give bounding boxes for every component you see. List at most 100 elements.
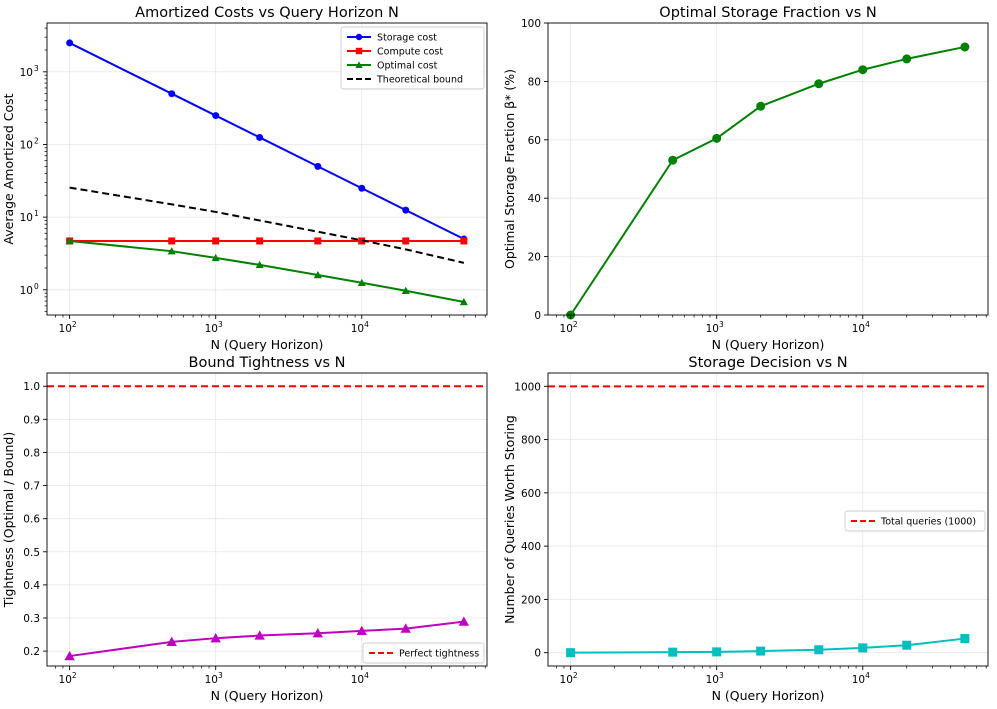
y-tick-exponent: 1 [34,209,39,218]
x-axis-label: N (Query Horizon) [211,688,324,703]
data-point [756,101,766,111]
y-tick-label: 0.6 [23,514,40,526]
series-2 [65,236,468,306]
x-tick-base: 10 [59,323,72,335]
y-tick-label: 40 [528,193,541,205]
x-tick-label: 102 [59,320,77,335]
data-point [256,237,264,245]
x-tick-base: 10 [59,674,72,686]
y-tick-label: 400 [521,541,541,553]
series-0 [566,42,970,320]
x-tick-label: 103 [706,320,724,335]
legend: Storage cost Compute cost Optimal cost Theo… [340,26,485,90]
chart-title: Storage Decision vs N [688,355,847,371]
x-tick-exponent: 2 [573,671,578,680]
data-point [357,278,366,286]
series-line [69,239,465,303]
data-point [858,65,868,75]
bound-tightness-chart: 102 103 1040.20.30.40.50.60.70.80.91.0Boun… [1,355,488,703]
y-tick-exponent: 3 [34,64,39,73]
x-tick-base: 10 [852,323,865,335]
data-point [460,237,468,245]
data-point [66,39,74,47]
data-point [566,648,576,658]
x-tick-label: 102 [560,320,578,335]
x-tick-base: 10 [205,323,218,335]
series-0 [566,634,970,658]
legend-label: Compute cost [377,47,443,58]
y-tick-label: 800 [521,435,541,447]
x-tick-label: 103 [706,671,724,686]
x-tick-label: 103 [205,320,223,335]
x-tick-base: 10 [560,674,573,686]
x-tick-label: 104 [351,320,369,335]
y-tick-label: 100 [521,18,541,30]
data-point [314,237,322,245]
data-point [255,260,264,269]
x-tick-base: 10 [560,323,573,335]
x-tick-base: 10 [706,674,719,686]
legend: Perfect tightness [362,642,485,664]
y-tick-base: 10 [20,139,33,151]
y-tick-label: 0 [534,310,541,322]
axes-frame [46,22,488,316]
axes-frame [547,22,989,316]
y-tick-label: 0.3 [23,613,40,625]
legend-label: Theoretical bound [376,75,463,86]
x-tick-exponent: 3 [719,320,724,329]
y-tick-label: 0 [534,648,541,660]
data-point [400,623,411,633]
data-point [814,645,824,655]
legend-label: Perfect tightness [399,649,479,660]
data-point [65,236,74,245]
data-point [459,297,468,306]
x-tick-exponent: 4 [364,320,369,329]
data-point [756,646,766,656]
x-tick-base: 10 [852,674,865,686]
x-tick-label: 102 [560,671,578,686]
y-tick-exponent: 0 [34,282,39,291]
legend-box [844,510,986,532]
data-point [960,42,970,52]
legend-label: Optimal cost [377,61,438,72]
data-point [712,647,722,657]
y-tick-base: 10 [20,285,33,297]
y-tick-label: 0.8 [23,447,40,459]
x-tick-label: 104 [852,671,870,686]
y-tick-label: 20 [528,252,541,264]
y-tick-label: 80 [528,76,541,88]
y-tick-label: 0.2 [23,646,40,658]
axes-frame [46,372,488,667]
data-point [314,162,322,170]
data-point [902,54,912,64]
legend-label: Storage cost [377,33,437,44]
y-tick-label: 1.0 [23,381,40,393]
x-tick-exponent: 2 [72,671,77,680]
y-tick-label: 10 [20,212,33,224]
data-point [64,650,75,661]
series-0 [64,616,470,661]
y-tick-exponent: 2 [34,136,39,145]
data-point [211,253,220,262]
series-line [569,45,966,316]
data-point [212,112,220,120]
x-tick-exponent: 2 [573,320,578,329]
x-tick-exponent: 2 [72,320,77,329]
x-tick-label: 104 [351,671,369,686]
x-tick-exponent: 4 [865,671,870,680]
data-point [960,634,970,644]
data-point [210,633,221,643]
data-point [358,184,366,192]
x-tick-base: 10 [205,674,218,686]
x-tick-base: 10 [351,674,364,686]
data-point [858,643,868,653]
x-tick-base: 10 [706,323,719,335]
axes-frame [547,372,989,667]
y-axis-label: Average Amortized Cost [1,93,16,244]
y-tick-base: 10 [20,212,33,224]
y-axis-label: Tightness (Optimal / Bound) [1,432,16,608]
x-tick-exponent: 3 [218,320,223,329]
